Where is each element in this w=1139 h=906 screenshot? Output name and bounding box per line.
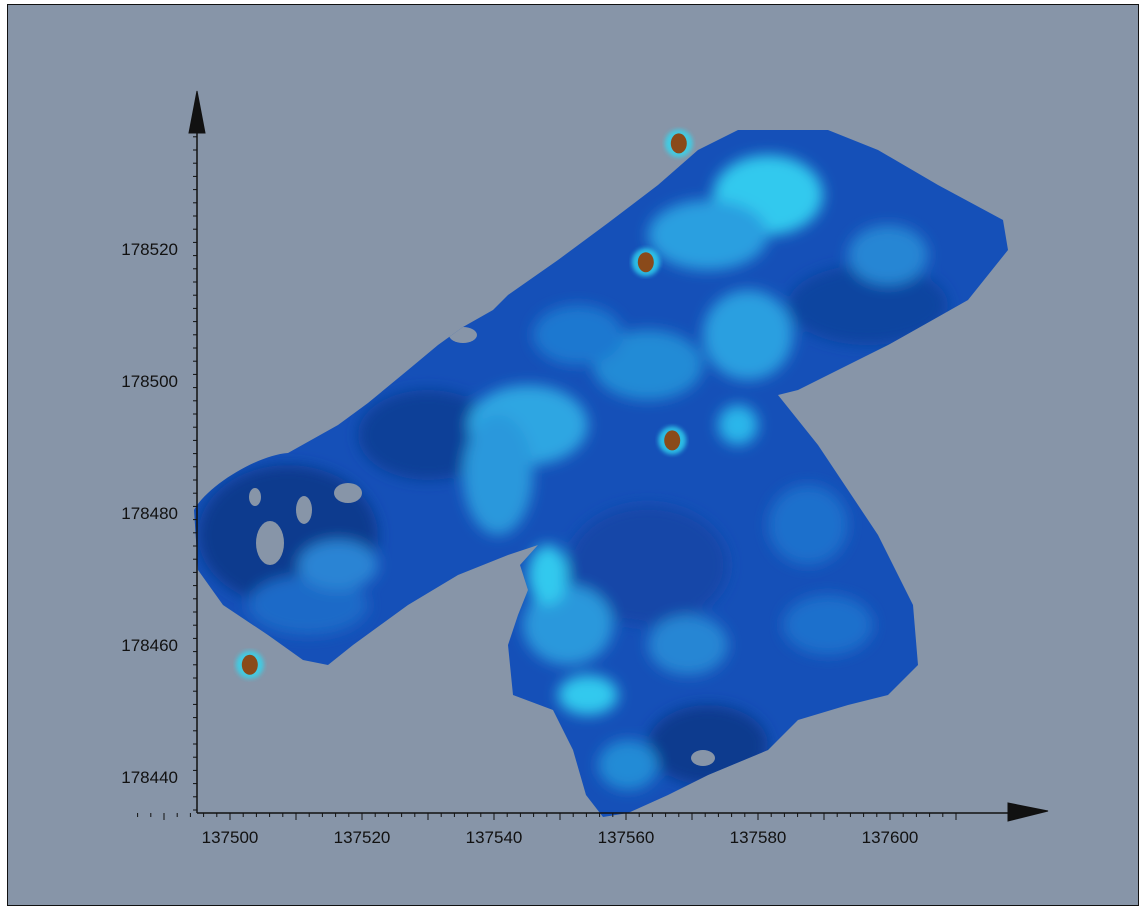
x-ticks: 137500 137520 137540 137560 137580 137600 bbox=[202, 828, 919, 847]
anomaly-layer bbox=[235, 129, 693, 679]
survey-coverage bbox=[194, 130, 1008, 817]
anomaly-marker bbox=[235, 650, 264, 679]
axes bbox=[137, 90, 1049, 822]
survey-map: 137500 137520 137540 137560 137580 137600 178… bbox=[121, 90, 1049, 847]
y-tick-label: 178520 bbox=[121, 240, 178, 259]
x-tick-label: 137500 bbox=[202, 828, 259, 847]
x-tick-label: 137560 bbox=[598, 828, 655, 847]
minor-ticks bbox=[137, 136, 957, 820]
y-tick-label: 178460 bbox=[121, 636, 178, 655]
map-frame: 137500 137520 137540 137560 137580 137600 178… bbox=[7, 4, 1139, 906]
coverage-gaps bbox=[249, 327, 715, 766]
anomaly-marker bbox=[658, 426, 687, 455]
x-tick-label: 137540 bbox=[466, 828, 523, 847]
y-ticks: 178520 178500 178480 178460 178440 bbox=[121, 240, 178, 787]
anomaly-marker bbox=[631, 248, 660, 277]
y-tick-label: 178440 bbox=[121, 768, 178, 787]
y-tick-label: 178480 bbox=[121, 504, 178, 523]
x-tick-label: 137520 bbox=[334, 828, 391, 847]
y-axis-arrow-icon bbox=[188, 90, 206, 134]
x-tick-label: 137580 bbox=[730, 828, 787, 847]
x-axis-arrow-icon bbox=[1007, 802, 1049, 822]
x-tick-label: 137600 bbox=[862, 828, 919, 847]
anomaly-marker bbox=[664, 129, 693, 158]
y-tick-label: 178500 bbox=[121, 372, 178, 391]
